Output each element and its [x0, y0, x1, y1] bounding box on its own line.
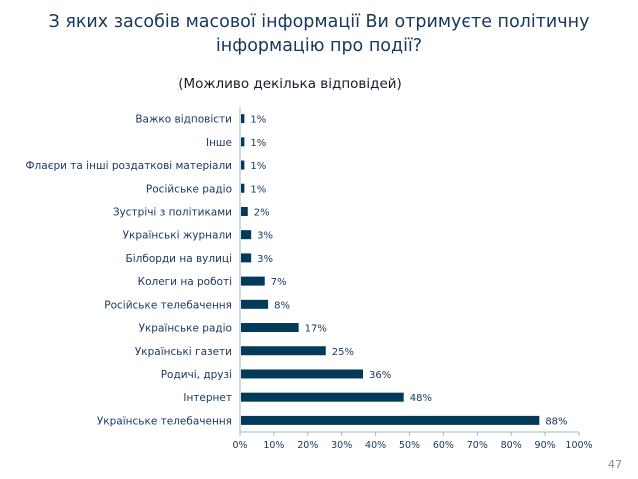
- x-tick-label: 10%: [263, 440, 284, 451]
- category-label: Українське телебачення: [97, 415, 232, 427]
- bar: [241, 230, 252, 240]
- x-tick-label: 60%: [433, 440, 454, 451]
- x-tick-label: 90%: [535, 440, 556, 451]
- category-label: Українські журнали: [123, 230, 232, 242]
- value-label: 7%: [271, 277, 287, 288]
- value-label: 1%: [250, 161, 266, 172]
- page-number: 47: [608, 458, 622, 471]
- category-label: Інше: [206, 137, 232, 149]
- category-label: Українське радіо: [139, 323, 232, 335]
- value-label: 1%: [250, 184, 266, 195]
- bar: [241, 253, 252, 263]
- value-label: 1%: [250, 138, 266, 149]
- value-label: 36%: [369, 370, 391, 381]
- value-label: 3%: [257, 254, 273, 265]
- bar: [241, 183, 245, 193]
- slide-subtitle: (Можливо декілька відповідей): [178, 76, 402, 92]
- value-label: 1%: [250, 115, 266, 126]
- value-label: 88%: [545, 416, 567, 427]
- category-label: Важко відповісти: [135, 114, 232, 126]
- x-tick-label: 30%: [331, 440, 352, 451]
- category-label: Українські газети: [135, 346, 232, 358]
- value-label: 8%: [274, 300, 290, 311]
- category-label: Родичі, друзі: [161, 369, 232, 381]
- category-label: Зустрічі з політиками: [113, 206, 232, 218]
- value-label: 17%: [305, 324, 327, 335]
- x-tick-label: 100%: [565, 440, 592, 451]
- category-label: Білборди на вулиці: [126, 253, 232, 265]
- x-tick-label: 20%: [297, 440, 318, 451]
- category-label: Інтернет: [183, 392, 232, 404]
- bar: [241, 299, 269, 309]
- slide-title-line2: інформацію про події?: [215, 36, 423, 56]
- x-tick-label: 50%: [399, 440, 420, 451]
- x-tick-label: 80%: [501, 440, 522, 451]
- value-label: 25%: [332, 347, 354, 358]
- bar: [241, 346, 326, 356]
- bar: [241, 206, 248, 216]
- bar: [241, 323, 299, 333]
- bar: [241, 114, 245, 124]
- value-label: 3%: [257, 231, 273, 242]
- x-tick-label: 70%: [467, 440, 488, 451]
- category-label: Флаєри та інші роздаткові матеріали: [26, 160, 232, 172]
- value-label: 2%: [254, 207, 270, 218]
- value-label: 48%: [410, 393, 432, 404]
- category-label: Колеги на роботі: [138, 276, 232, 288]
- bar: [241, 137, 245, 147]
- bar: [241, 415, 540, 425]
- slide-title-line1: З яких засобів масової інформації Ви отр…: [48, 12, 590, 32]
- bar: [241, 276, 265, 286]
- bar: [241, 160, 245, 170]
- category-label: Російське радіо: [146, 183, 232, 195]
- x-tick-label: 0%: [232, 440, 247, 451]
- bar: [241, 392, 404, 402]
- bar: [241, 369, 364, 379]
- category-label: Російське телебачення: [104, 299, 232, 311]
- x-tick-label: 40%: [365, 440, 386, 451]
